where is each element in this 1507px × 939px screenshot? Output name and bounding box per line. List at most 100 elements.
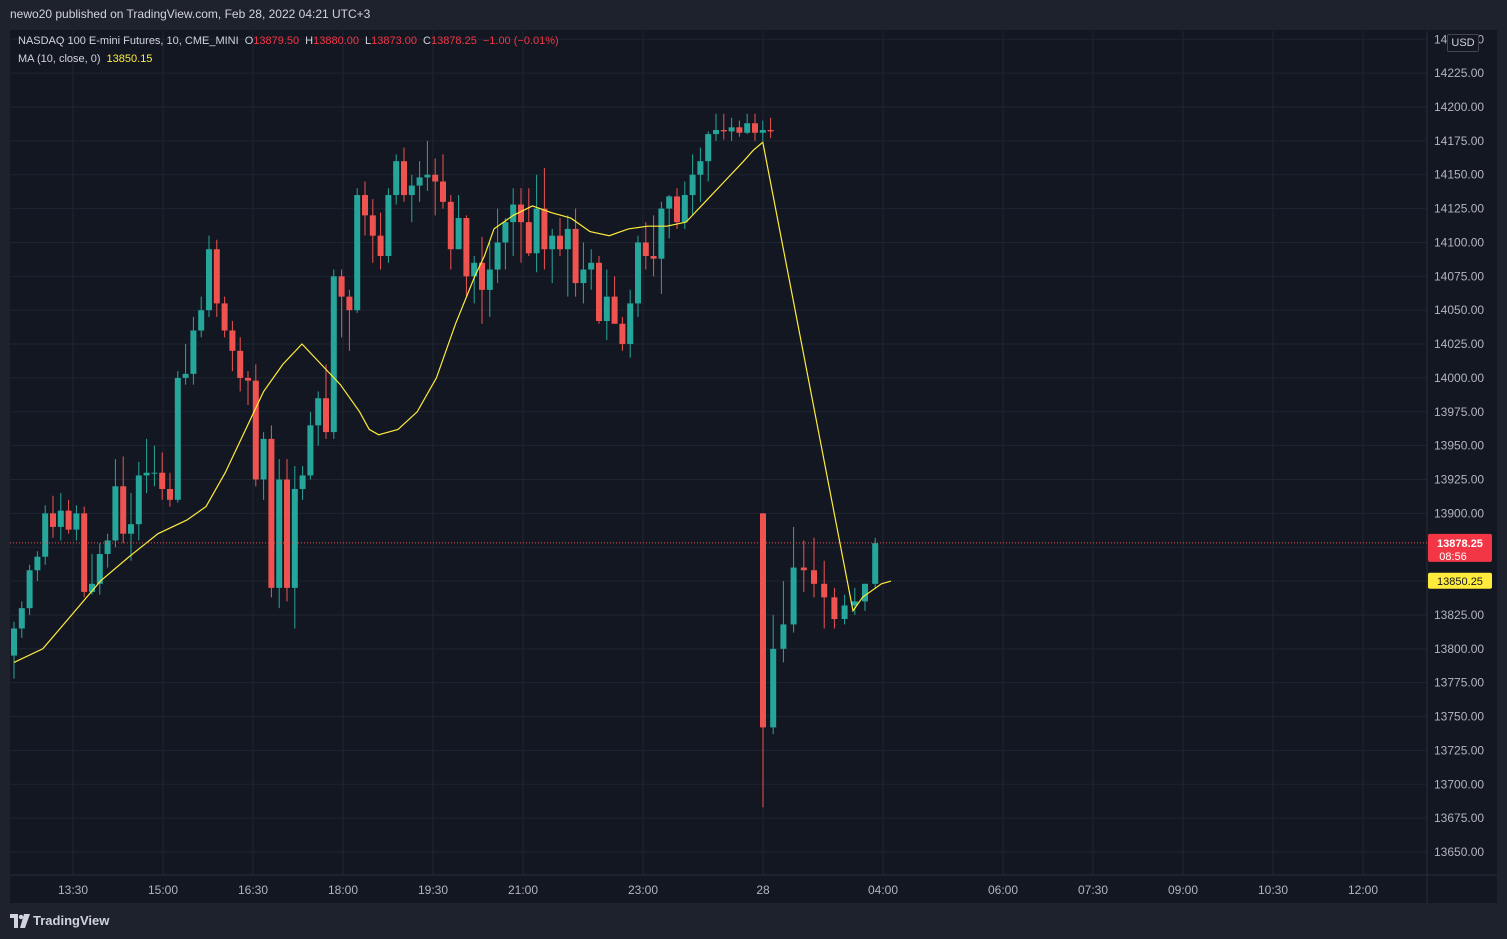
- candle-body: [841, 605, 848, 620]
- candle-body: [518, 204, 524, 223]
- price-tick-label: 14100.00: [1434, 235, 1484, 249]
- candle-body: [128, 524, 134, 534]
- candle-body: [369, 215, 376, 236]
- candle-body: [713, 130, 719, 135]
- price-tick-label: 13775.00: [1434, 676, 1484, 690]
- candle-body: [190, 330, 197, 374]
- candle-body: [260, 438, 267, 480]
- candle-body: [642, 242, 649, 256]
- candle-body: [393, 161, 400, 196]
- price-tick-label: 14125.00: [1434, 202, 1484, 216]
- candle-body: [276, 479, 283, 588]
- ma-price-badge: [1428, 572, 1492, 589]
- candle-body: [752, 123, 758, 133]
- candle-body: [770, 648, 777, 728]
- time-tick-label: 21:00: [508, 883, 538, 897]
- price-tick-label: 14200.00: [1434, 100, 1484, 114]
- candle-body: [502, 222, 509, 243]
- last-price-badge: [1428, 533, 1492, 562]
- time-tick-label: 06:00: [988, 883, 1018, 897]
- candle-body: [307, 425, 314, 476]
- candle-body: [564, 228, 571, 250]
- candle-body: [728, 127, 735, 132]
- candle-body: [268, 438, 275, 588]
- publisher-bar: newo20 published on TradingView.com, Feb…: [0, 0, 1507, 30]
- candle-body: [291, 488, 298, 588]
- price-tick-label: 13975.00: [1434, 405, 1484, 419]
- ma-value: 13850.15: [106, 53, 153, 65]
- candle-body: [689, 174, 696, 196]
- candle-body: [596, 262, 602, 322]
- low-value: 13873.00: [371, 35, 417, 47]
- candle-body: [377, 235, 384, 256]
- candle-body: [588, 262, 595, 270]
- time-tick-label: 15:00: [148, 883, 178, 897]
- candle-body: [315, 398, 322, 426]
- price-tick-label: 14050.00: [1434, 303, 1484, 317]
- time-tick-label: 19:30: [418, 883, 448, 897]
- candle-body: [862, 583, 868, 602]
- time-tick-label: 10:30: [1258, 883, 1288, 897]
- currency-button[interactable]: USD: [1447, 34, 1479, 52]
- candlestick-chart[interactable]: 14250.0014225.0014200.0014175.0014150.00…: [0, 0, 1507, 903]
- price-tick-label: 14000.00: [1434, 371, 1484, 385]
- candle-body: [73, 513, 80, 530]
- candle-body: [42, 513, 49, 557]
- candle-body: [440, 181, 446, 202]
- symbol-name[interactable]: NASDAQ 100 E-mini Futures, 10, CME_MINI: [18, 35, 239, 47]
- candle-body: [284, 479, 290, 588]
- candle-body: [174, 377, 181, 500]
- candle-body: [81, 513, 88, 592]
- time-tick-label: 28: [756, 883, 770, 897]
- price-tick-label: 13700.00: [1434, 777, 1484, 791]
- high-value: 13880.00: [313, 35, 359, 47]
- candle-body: [510, 204, 517, 223]
- ma-price-value: 13850.25: [1437, 576, 1483, 588]
- candle-body: [447, 201, 454, 250]
- ma-label[interactable]: MA (10, close, 0): [18, 53, 101, 65]
- candle-body: [666, 196, 673, 209]
- close-value: 13878.25: [430, 35, 477, 47]
- candle-body: [11, 628, 17, 656]
- candle-body: [759, 130, 766, 133]
- candle-body: [821, 583, 828, 598]
- candle-body: [96, 554, 103, 584]
- candle-body: [237, 350, 244, 378]
- price-tick-label: 13900.00: [1434, 506, 1484, 520]
- candle-body: [385, 195, 392, 256]
- time-tick-label: 13:30: [58, 883, 88, 897]
- countdown-value: 08:56: [1439, 551, 1467, 563]
- low-label: L: [364, 35, 372, 47]
- candle-body: [354, 195, 361, 311]
- plot-background: [10, 31, 1427, 875]
- candle-body: [213, 249, 220, 304]
- candle-body: [416, 177, 423, 186]
- candle-body: [159, 472, 166, 489]
- price-tick-label: 13750.00: [1434, 710, 1484, 724]
- candle-body: [26, 570, 33, 609]
- change-value: −1.00 (−0.01%): [482, 35, 559, 47]
- candle-body: [252, 380, 259, 480]
- candle-body: [557, 235, 563, 250]
- candle-body: [57, 510, 64, 527]
- candle-body: [603, 296, 610, 322]
- candle-body: [736, 127, 743, 133]
- candle-body: [525, 222, 532, 254]
- candle-body: [479, 262, 485, 290]
- candle-body: [674, 196, 680, 223]
- candle-body: [323, 398, 329, 433]
- price-tick-label: 14025.00: [1434, 337, 1484, 351]
- time-tick-label: 23:00: [628, 883, 658, 897]
- candle-body: [89, 583, 95, 592]
- candle-body: [167, 488, 173, 500]
- candle-body: [471, 262, 478, 277]
- candle-body: [229, 330, 236, 351]
- candle-body: [432, 174, 439, 182]
- candle-body: [198, 310, 205, 331]
- candle-body: [767, 130, 774, 132]
- tradingview-logo-icon: [10, 914, 30, 928]
- price-tick-label: 13675.00: [1434, 811, 1484, 825]
- candle-body: [780, 624, 787, 649]
- time-tick-label: 09:00: [1168, 883, 1198, 897]
- candle-body: [34, 556, 41, 571]
